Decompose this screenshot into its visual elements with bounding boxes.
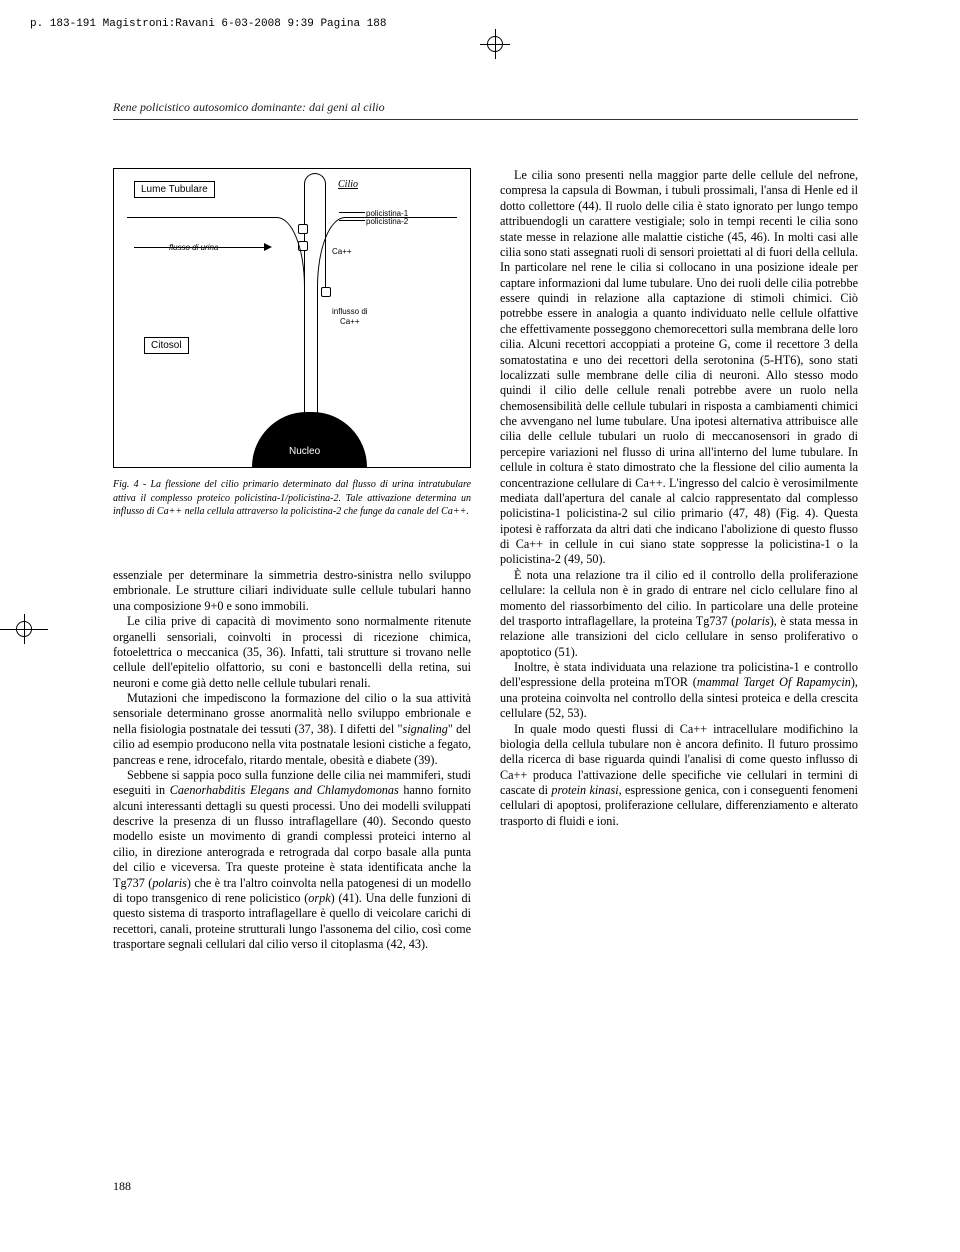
left-column: essenziale per determinare la simmetria …: [113, 568, 471, 952]
running-head: Rene policistico autosomico dominante: d…: [113, 100, 858, 120]
figure-4: Lume Tubulare Cilio policistina-1 polici…: [113, 168, 471, 468]
label-cilio: Cilio: [338, 179, 358, 190]
right-column: Le cilia sono presenti nella maggior par…: [500, 168, 858, 829]
left-p3: Mutazioni che impediscono la formazione …: [113, 691, 471, 768]
right-p4: In quale modo questi flussi di Ca++ intr…: [500, 722, 858, 830]
left-p2: Le cilia prive di capacità di movimento …: [113, 614, 471, 691]
page-number: 188: [113, 1179, 131, 1194]
label-citosol: Citosol: [144, 337, 189, 354]
left-p1: essenziale per determinare la simmetria …: [113, 568, 471, 614]
left-p4: Sebbene si sappia poco sulla funzione de…: [113, 768, 471, 953]
figure-caption: Fig. 4 - La flessione del cilio primario…: [113, 478, 471, 519]
right-p1: Le cilia sono presenti nella maggior par…: [500, 168, 858, 568]
crop-mark-circle: [487, 36, 503, 52]
header-meta: p. 183-191 Magistroni:Ravani 6-03-2008 9…: [30, 18, 386, 30]
right-p3: Inoltre, è stata individuata una relazio…: [500, 660, 858, 722]
label-lume-tubulare: Lume Tubulare: [134, 181, 215, 198]
label-nucleo: Nucleo: [289, 446, 320, 457]
receptor-1: [298, 224, 308, 234]
right-p2: È nota una relazione tra il cilio ed il …: [500, 568, 858, 660]
side-crop-mark: [0, 614, 48, 644]
